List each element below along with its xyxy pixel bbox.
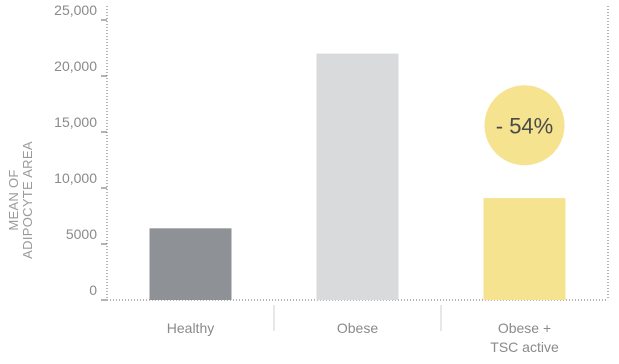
y-axis-title: MEAN OFADIPOCYTE AREA bbox=[6, 141, 35, 259]
bar-healthy bbox=[149, 228, 232, 300]
bars-group bbox=[149, 53, 566, 300]
y-tick-label: 25,000 bbox=[54, 2, 97, 18]
category-label: Obese bbox=[337, 320, 378, 336]
reduction-badge-text: - 54% bbox=[496, 113, 553, 138]
y-tick-label: 5000 bbox=[66, 226, 97, 242]
bar-obese bbox=[316, 53, 399, 300]
category-label: Healthy bbox=[167, 320, 214, 336]
y-tick-label: 10,000 bbox=[54, 170, 97, 186]
reduction-badge-circle bbox=[484, 85, 565, 166]
category-label: Obese + TSC active bbox=[490, 320, 559, 355]
category-separators bbox=[273, 305, 442, 331]
reduction-badge: - 54% bbox=[484, 85, 565, 166]
bar-obese-tsc-active bbox=[483, 198, 566, 300]
category-labels: Healthy Obese Obese + TSC active bbox=[167, 320, 559, 355]
y-axis-label: MEAN OFADIPOCYTE AREA bbox=[6, 141, 35, 259]
y-tick-label: 20,000 bbox=[54, 58, 97, 74]
y-tick-label: 15,000 bbox=[54, 114, 97, 130]
y-tick-label: 0 bbox=[89, 282, 97, 298]
y-axis-ticks: 0 5000 10,000 15,000 20,000 25,000 bbox=[54, 2, 107, 301]
